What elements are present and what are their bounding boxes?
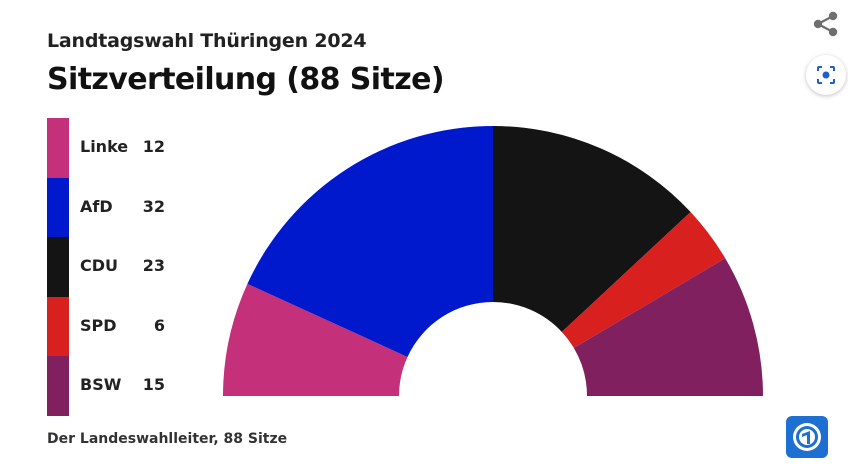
legend-item-linke: Linke 12 <box>47 118 187 178</box>
seat-segment-spd <box>561 212 726 349</box>
legend-seat-count: 6 <box>153 315 165 335</box>
legend-party-name: SPD <box>80 315 117 335</box>
broadcaster-logo-icon <box>786 416 828 458</box>
legend-seat-count: 12 <box>142 137 165 156</box>
seat-segment-afd <box>247 126 493 357</box>
lens-scan-icon[interactable] <box>806 55 846 95</box>
chart-subtitle: Landtagswahl Thüringen 2024 <box>47 30 367 52</box>
source-note: Der Landeswahlleiter, 88 Sitze <box>47 431 288 447</box>
legend-swatch <box>47 356 69 416</box>
legend-swatch <box>47 118 69 178</box>
legend-seat-count: 23 <box>142 256 165 275</box>
legend-swatch <box>47 296 69 356</box>
seat-segment-bsw <box>573 258 763 396</box>
legend-seat-count: 32 <box>142 196 165 216</box>
legend-party-name: AfD <box>80 196 113 216</box>
legend-party-name: CDU <box>80 256 119 275</box>
legend-swatch <box>47 237 69 297</box>
legend-seat-count: 15 <box>142 375 165 394</box>
legend-item-bsw: BSW 15 <box>47 356 187 416</box>
seat-segment-cdu <box>493 126 691 332</box>
chart-title: Sitzverteilung (88 Sitze) <box>47 62 445 97</box>
seat-segment-linke <box>223 283 408 396</box>
legend-item-afd: AfD 32 <box>47 177 187 237</box>
legend-party-name: BSW <box>80 375 122 394</box>
legend-party-name: Linke <box>80 137 129 156</box>
legend-item-spd: SPD 6 <box>47 296 187 356</box>
share-icon[interactable] <box>808 6 844 42</box>
legend: Linke 12 AfD 32 CDU 23 SPD 6 BSW 15 <box>47 118 187 416</box>
legend-item-cdu: CDU 23 <box>47 237 187 297</box>
legend-swatch <box>47 177 69 237</box>
